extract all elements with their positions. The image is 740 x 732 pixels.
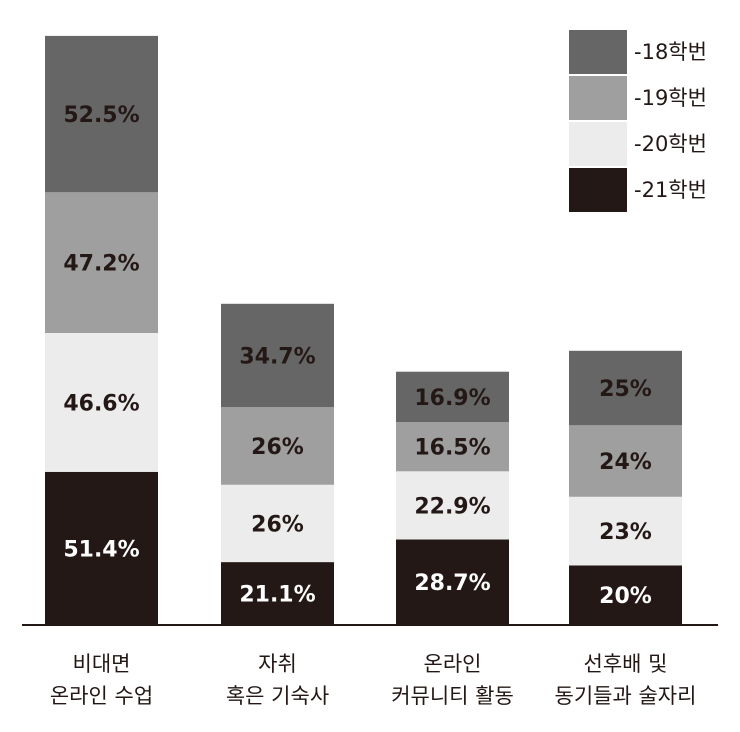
bar-segment-3-1 bbox=[396, 539, 509, 625]
legend-swatch-2 bbox=[569, 76, 627, 120]
segment-value-label-3-3: 16.5% bbox=[414, 436, 490, 461]
bar-segment-1-1 bbox=[45, 471, 158, 625]
bar-segment-1-3 bbox=[45, 192, 158, 333]
segment-value-label-1-4: 52.5% bbox=[63, 103, 139, 128]
segment-value-label-1-2: 46.6% bbox=[63, 391, 139, 416]
bar-segment-2-3 bbox=[221, 407, 334, 485]
segment-value-label-2-1: 21.1% bbox=[239, 583, 315, 608]
legend-swatch-1 bbox=[569, 30, 627, 74]
bar-segment-3-2 bbox=[396, 471, 509, 540]
bar-segment-2-2 bbox=[221, 484, 334, 563]
bar-segment-1-2 bbox=[45, 333, 158, 472]
legend-label-1: -18학번 bbox=[634, 40, 707, 64]
segment-value-label-3-1: 28.7% bbox=[414, 571, 490, 596]
segment-value-label-4-3: 24% bbox=[599, 450, 652, 475]
category-label-1-line-2: 온라인 수업 bbox=[50, 684, 153, 708]
category-label-3-line-2: 커뮤니티 활동 bbox=[391, 684, 514, 708]
segment-value-label-4-2: 23% bbox=[599, 520, 652, 545]
segment-value-label-4-4: 25% bbox=[599, 377, 652, 402]
segment-value-label-4-1: 20% bbox=[599, 584, 652, 609]
bar-segment-2-4 bbox=[221, 303, 334, 408]
legend: -18학번 -19학번 -20학번 -21학번 bbox=[569, 30, 707, 212]
legend-label-4: -21학번 bbox=[634, 178, 707, 202]
category-label-1-line-1: 비대면 bbox=[73, 652, 131, 676]
segment-value-label-3-2: 22.9% bbox=[414, 494, 490, 519]
category-label-2-line-2: 혹은 기숙사 bbox=[226, 684, 329, 708]
legend-swatch-4 bbox=[569, 168, 627, 212]
legend-label-2: -19학번 bbox=[634, 86, 707, 110]
bar-segment-3-4 bbox=[396, 371, 509, 423]
bar-segment-4-1 bbox=[569, 565, 682, 625]
segment-value-label-2-3: 26% bbox=[251, 435, 304, 460]
category-label-4-line-1: 선후배 및 bbox=[584, 652, 668, 676]
category-label-2-line-1: 자취 bbox=[258, 652, 297, 676]
segment-value-label-2-2: 26% bbox=[251, 512, 304, 537]
segment-value-label-2-4: 34.7% bbox=[239, 345, 315, 370]
bar-segment-4-4 bbox=[569, 350, 682, 426]
bar-segment-4-2 bbox=[569, 496, 682, 566]
bars-layer bbox=[45, 35, 682, 625]
bar-segment-2-1 bbox=[221, 562, 334, 625]
bar-segment-3-3 bbox=[396, 422, 509, 472]
segment-value-label-3-4: 16.9% bbox=[414, 386, 490, 411]
segment-value-label-1-1: 51.4% bbox=[63, 537, 139, 562]
segment-labels-layer: 51.4% 46.6% 47.2% 52.5% 21.1% 26% 26% 34.7% 28.7… bbox=[63, 103, 652, 609]
bar-segment-4-3 bbox=[569, 425, 682, 497]
bar-segment-1-4 bbox=[45, 35, 158, 193]
category-label-3-line-1: 온라인 bbox=[424, 652, 482, 676]
legend-label-3: -20학번 bbox=[634, 132, 707, 156]
category-label-4-line-2: 동기들과 술자리 bbox=[555, 684, 697, 708]
segment-value-label-1-3: 47.2% bbox=[63, 252, 139, 277]
legend-swatch-3 bbox=[569, 122, 627, 166]
